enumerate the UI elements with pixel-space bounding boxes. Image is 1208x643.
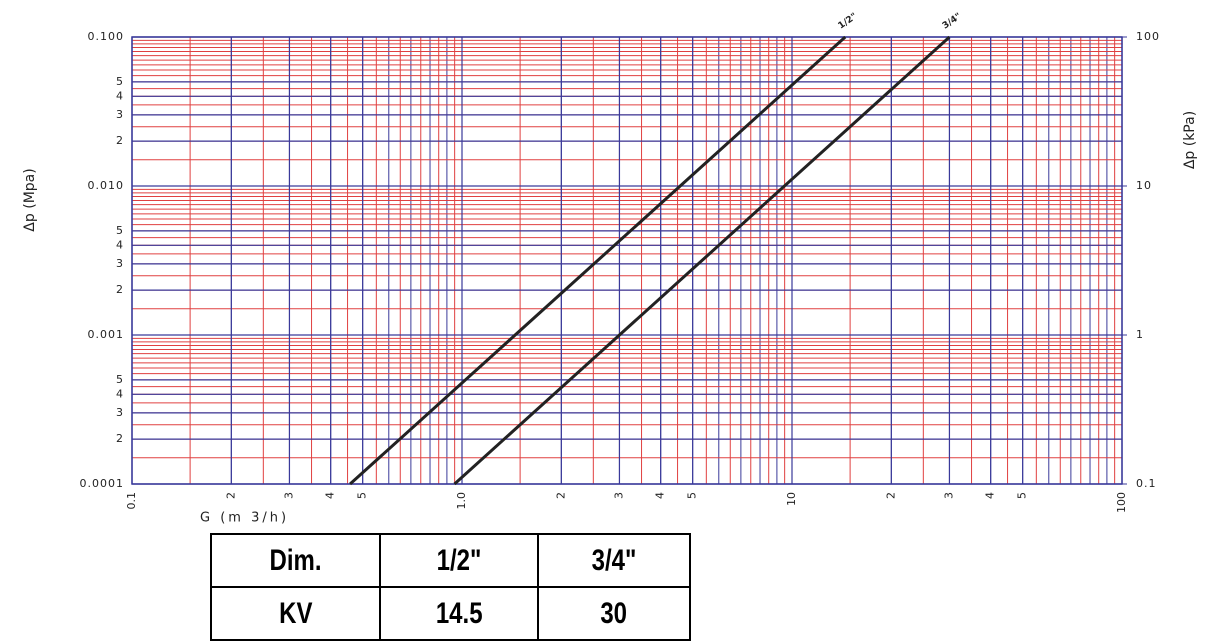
y-tick-label: 0.001 bbox=[88, 328, 125, 341]
x-axis-label: G (m 3/h) bbox=[200, 511, 289, 526]
table-cell: 1/2" bbox=[379, 533, 539, 588]
y-tick-label: 4 bbox=[116, 387, 124, 400]
y-axis-label: Δp (Mpa) bbox=[22, 168, 38, 231]
y2-tick-label: 10 bbox=[1136, 179, 1152, 192]
x-tick-label: 2 bbox=[554, 492, 567, 499]
table-cell: Dim. bbox=[210, 533, 381, 588]
y-tick-label: 5 bbox=[116, 224, 124, 237]
cell-text: 1/2" bbox=[436, 543, 482, 577]
y2-tick-label: 100 bbox=[1136, 30, 1160, 43]
x-tick-label: 3 bbox=[942, 492, 955, 499]
table-cell: 30 bbox=[537, 586, 691, 641]
x-tick-label: 4 bbox=[984, 492, 997, 499]
cell-text: 3/4" bbox=[591, 543, 637, 577]
y-tick-label: 0.0001 bbox=[80, 477, 125, 490]
cell-text: 30 bbox=[600, 596, 628, 630]
y-tick-label: 5 bbox=[116, 373, 124, 386]
y-tick-label: 3 bbox=[116, 257, 124, 270]
y2-axis-label: Δp (kPa) bbox=[1182, 111, 1198, 169]
x-tick-label: 3 bbox=[612, 492, 625, 499]
series-label: 3/4" bbox=[941, 12, 964, 32]
cell-text: Dim. bbox=[269, 543, 322, 577]
x-tick-label: 10 bbox=[785, 492, 798, 506]
y-tick-label: 2 bbox=[116, 134, 124, 147]
y-tick-label: 2 bbox=[116, 283, 124, 296]
table-row: KV 14.5 30 bbox=[210, 586, 691, 641]
table-row: Dim. 1/2" 3/4" bbox=[210, 533, 691, 588]
x-tick-label: 1.0 bbox=[455, 492, 468, 510]
cell-text: KV bbox=[278, 596, 313, 630]
y2-tick-label: 1 bbox=[1136, 328, 1144, 341]
table-cell: 3/4" bbox=[537, 533, 691, 588]
y-tick-label: 4 bbox=[116, 238, 124, 251]
series-line bbox=[453, 35, 951, 486]
y-tick-label: 5 bbox=[116, 75, 124, 88]
x-tick-label: 3 bbox=[282, 492, 295, 499]
series-line bbox=[349, 35, 847, 486]
table-cell: 14.5 bbox=[379, 586, 539, 641]
x-tick-label: 4 bbox=[324, 492, 337, 499]
y-tick-label: 0.010 bbox=[88, 179, 125, 192]
series-label: 1/2" bbox=[837, 12, 860, 32]
y2-tick-label: 0.1 bbox=[1136, 477, 1157, 490]
x-tick-label: 2 bbox=[884, 492, 897, 499]
x-tick-label: 4 bbox=[654, 492, 667, 499]
x-tick-label: 5 bbox=[1016, 492, 1029, 499]
x-tick-label: 100 bbox=[1115, 492, 1128, 513]
y-tick-label: 3 bbox=[116, 108, 124, 121]
y-tick-label: 0.100 bbox=[88, 30, 125, 43]
x-tick-label: 5 bbox=[686, 492, 699, 499]
y-tick-label: 2 bbox=[116, 432, 124, 445]
kv-table: Dim. 1/2" 3/4" KV 14.5 30 bbox=[210, 533, 691, 641]
cell-text: 14.5 bbox=[435, 596, 483, 630]
x-tick-label: 0.1 bbox=[125, 492, 138, 510]
x-tick-label: 5 bbox=[356, 492, 369, 499]
x-tick-label: 2 bbox=[224, 492, 237, 499]
y-tick-label: 3 bbox=[116, 406, 124, 419]
y-tick-label: 4 bbox=[116, 89, 124, 102]
plot-frame bbox=[131, 36, 1123, 485]
chart: G (m 3/h) Δp (Mpa) Δp (kPa) 0.1 2 3 4 5 1.0 2 3… bbox=[22, 12, 1198, 526]
table-cell: KV bbox=[210, 586, 381, 641]
